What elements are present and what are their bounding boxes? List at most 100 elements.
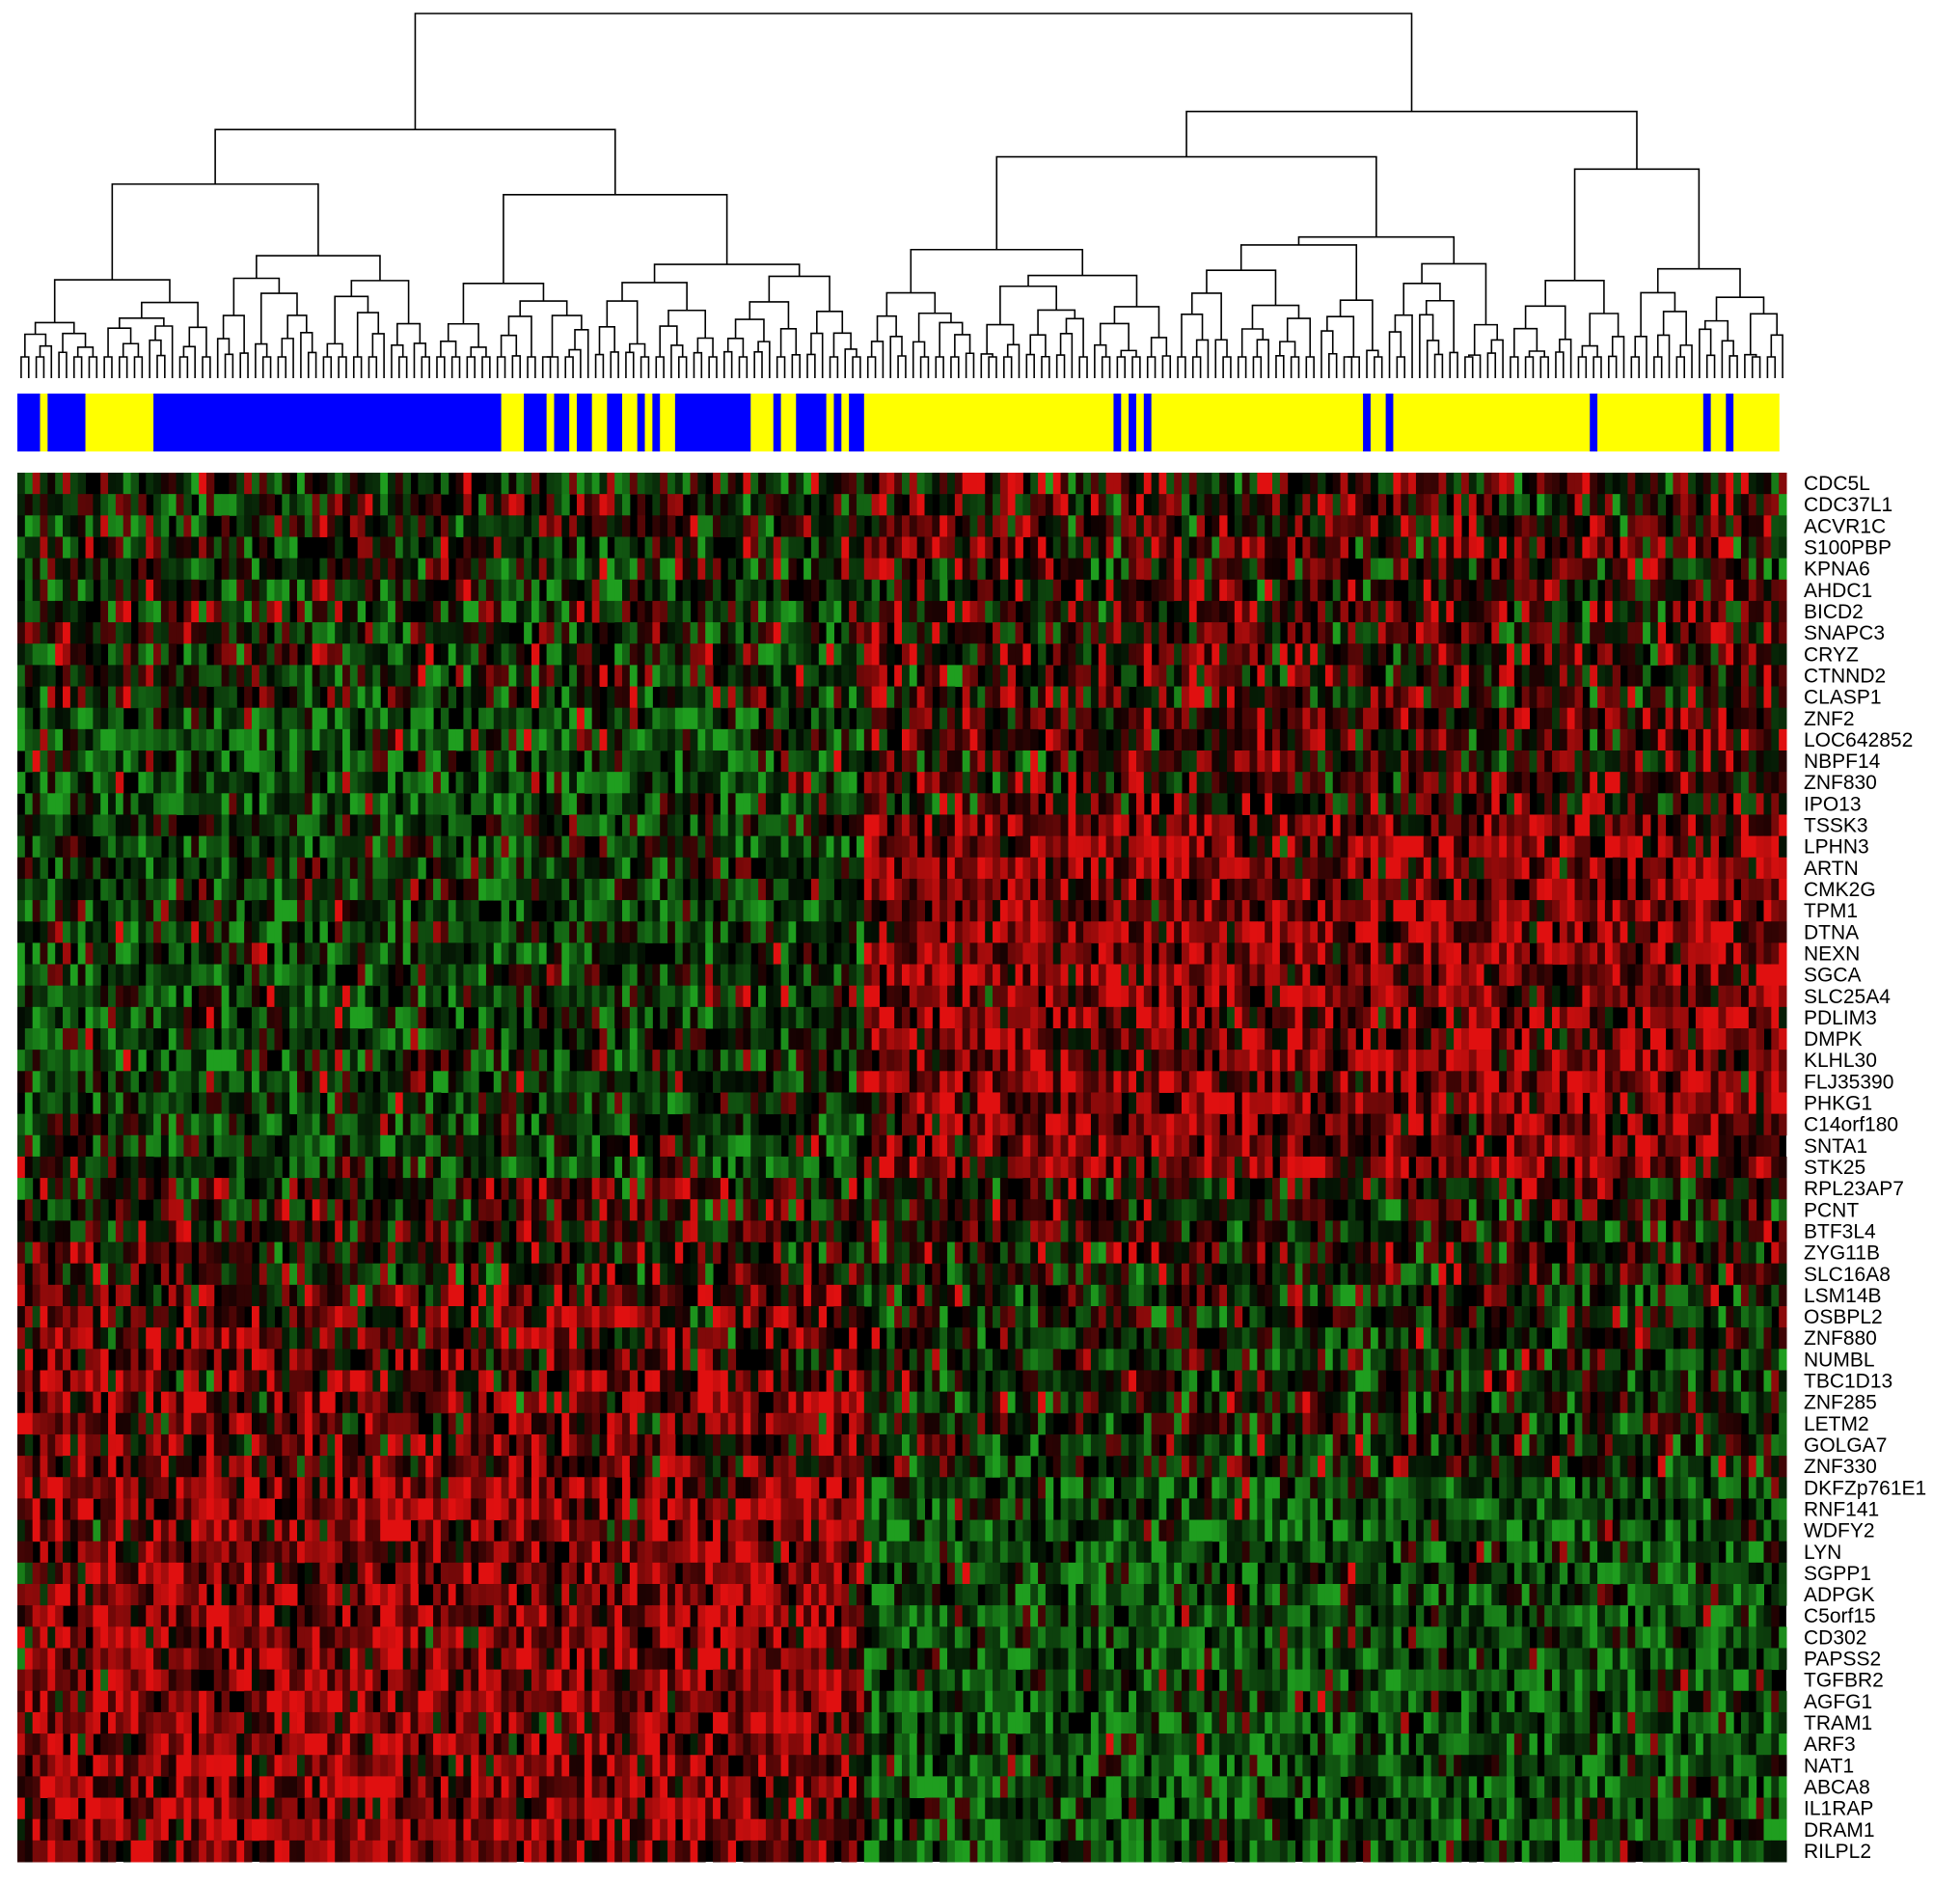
heatmap-cell [818, 857, 828, 880]
heatmap-cell [1045, 707, 1054, 730]
heatmap-cell [365, 750, 373, 773]
heatmap-cell [85, 750, 94, 773]
heatmap-cell [1272, 665, 1281, 688]
heatmap-cell [122, 558, 132, 581]
heatmap-cell [274, 707, 283, 730]
heatmap-cell [599, 600, 608, 623]
heatmap-cell [1348, 835, 1356, 859]
heatmap-cell [289, 665, 298, 688]
heatmap-cell [160, 878, 170, 901]
heatmap-cell [614, 878, 623, 901]
dendrogram-branch [670, 344, 684, 378]
heatmap-cell [1348, 750, 1356, 773]
heatmap-cell [1438, 558, 1447, 581]
heatmap-cell [1370, 793, 1379, 815]
heatmap-cell [327, 579, 336, 602]
dendrogram-branch [568, 348, 582, 378]
heatmap-cell [962, 750, 971, 773]
heatmap-cell [1196, 494, 1206, 516]
heatmap-cell [591, 857, 600, 880]
heatmap-cell [1007, 515, 1017, 537]
heatmap-cell [153, 536, 162, 559]
heatmap-cell [516, 600, 525, 623]
heatmap-cell [788, 494, 797, 516]
heatmap-cell [1310, 536, 1319, 559]
heatmap-cell [160, 772, 170, 794]
heatmap-cell [999, 622, 1009, 644]
heatmap-cell [999, 728, 1009, 751]
heatmap-cell [1604, 665, 1614, 688]
heatmap-cell [335, 665, 343, 688]
heatmap-cell [833, 772, 842, 794]
heatmap-cell [259, 665, 268, 688]
heatmap-cell [493, 494, 503, 516]
heatmap-cell [1446, 686, 1455, 709]
heatmap-cell [1151, 900, 1159, 922]
heatmap-cell [1143, 600, 1153, 623]
heatmap-cell [1590, 857, 1598, 880]
heatmap-cell [335, 728, 343, 751]
heatmap-cell [85, 665, 94, 688]
heatmap-cell [259, 558, 268, 581]
dendrogram-branch [999, 285, 1057, 325]
heatmap-cell [1113, 643, 1122, 666]
heatmap-cell [1181, 857, 1190, 880]
heatmap-cell [697, 942, 706, 966]
dendrogram-branch [723, 350, 733, 378]
heatmap-cell [962, 600, 971, 623]
dendrogram-branch [1396, 356, 1405, 378]
heatmap-cell [1279, 835, 1289, 859]
heatmap-cell [1257, 772, 1266, 794]
heatmap-cell [916, 772, 926, 794]
heatmap-cell [1188, 515, 1198, 537]
dendrogram-branch [1131, 356, 1141, 378]
heatmap-cell [1468, 600, 1478, 623]
heatmap-cell [183, 686, 192, 709]
heatmap-cell [1559, 793, 1568, 815]
heatmap-cell [849, 665, 858, 688]
heatmap-cell [205, 900, 215, 922]
heatmap-cell [357, 515, 367, 537]
heatmap-cell [1196, 473, 1206, 495]
heatmap-cell [524, 921, 532, 943]
heatmap-cell [1098, 473, 1107, 495]
heatmap-cell [1332, 814, 1342, 837]
heatmap-cell [924, 772, 933, 794]
heatmap-cell [743, 494, 751, 516]
heatmap-cell [591, 643, 600, 666]
heatmap-cell [916, 643, 926, 666]
heatmap-cell [146, 750, 154, 773]
heatmap-cell [380, 793, 389, 815]
heatmap-cell [85, 900, 94, 922]
heatmap-cell [410, 686, 419, 709]
heatmap-cell [1507, 686, 1515, 709]
heatmap-cell [501, 536, 509, 559]
heatmap-cell [1695, 728, 1704, 751]
heatmap-cell [1673, 643, 1681, 666]
dendrogram-branch [1343, 356, 1353, 378]
heatmap-cell [561, 942, 570, 966]
heatmap-cell [743, 665, 751, 688]
dendrogram-branch [413, 342, 427, 378]
heatmap-cell [1324, 921, 1334, 943]
heatmap-cell [697, 686, 706, 709]
heatmap-cell [1348, 900, 1356, 922]
heatmap-cell [1363, 494, 1372, 516]
heatmap-cell [879, 878, 887, 901]
heatmap-cell [1771, 707, 1780, 730]
heatmap-cell [1113, 814, 1122, 837]
heatmap-cell [282, 558, 290, 581]
heatmap-cell [1582, 750, 1591, 773]
heatmap-cell [690, 643, 698, 666]
heatmap-cell [1022, 707, 1031, 730]
heatmap-cell [1068, 835, 1076, 859]
heatmap-cell [1695, 750, 1704, 773]
heatmap-cell [1151, 494, 1159, 516]
heatmap-cell [538, 857, 548, 880]
heatmap-cell [1710, 643, 1719, 666]
heatmap-cell [108, 686, 117, 709]
heatmap-cell [962, 878, 971, 901]
heatmap-cell [962, 835, 971, 859]
heatmap-cell [1740, 536, 1750, 559]
heatmap-cell [1604, 622, 1614, 644]
